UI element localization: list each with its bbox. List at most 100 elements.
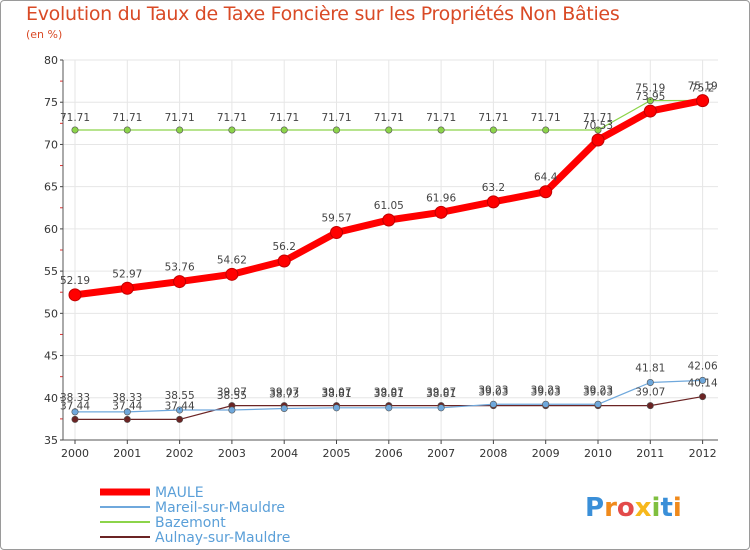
data-label: 75.2 [691,83,714,95]
proxiti-logo: Proxiti [585,493,682,523]
x-tick-label: 2002 [166,447,194,460]
brand-letter: P [585,493,604,523]
data-label: 37.44 [60,400,90,412]
data-point [542,126,550,134]
data-point [539,185,553,199]
data-point [643,104,657,118]
data-point [646,402,654,410]
y-tick-label: 40 [44,392,58,405]
brand-letter: i [673,493,682,523]
x-tick-label: 2004 [270,447,298,460]
data-point [434,205,448,219]
data-label: 61.05 [374,200,404,212]
legend-label: Mareil-sur-Mauldre [155,500,285,516]
x-tick-label: 2000 [61,447,89,460]
data-point [699,376,707,384]
x-tick-label: 2009 [532,447,560,460]
data-label: 42.06 [688,360,718,372]
y-tick-label: 80 [44,54,58,67]
data-label: 38.81 [321,388,351,400]
data-label: 38.81 [426,388,456,400]
data-point [123,126,131,134]
data-label: 52.97 [112,268,142,280]
y-tick-label: 35 [44,434,58,447]
data-label: 39.03 [583,387,613,399]
data-point [228,126,236,134]
data-label: 40.14 [688,378,718,390]
data-label: 38.81 [374,388,404,400]
data-label: 39.07 [217,387,247,399]
data-label: 71.71 [165,112,195,124]
data-label: 71.71 [374,112,404,124]
data-label: 54.62 [217,254,247,266]
data-point [646,97,654,105]
brand-text: Proxiti [585,493,682,523]
data-point [176,415,184,423]
data-label: 71.71 [531,112,561,124]
data-label: 71.71 [478,112,508,124]
data-point [176,406,184,414]
data-label: 39.03 [531,387,561,399]
data-point [176,126,184,134]
data-point [330,226,343,240]
data-label: 38.73 [269,389,299,401]
data-point [173,275,187,289]
data-label: 56.2 [273,241,296,253]
data-label: 61.96 [426,192,456,204]
legend-label: Bazemont [155,515,226,531]
data-label: 39.07 [321,387,351,399]
data-label: 53.76 [165,262,195,274]
data-label: 59.57 [321,213,351,225]
data-label: 75.19 [635,83,665,95]
data-point [123,415,131,423]
legend-label: MAULE [155,485,204,501]
data-point [594,400,602,408]
y-tick-label: 65 [44,181,58,194]
data-label: 37.44 [112,400,142,412]
data-point [385,126,393,134]
data-point [123,408,131,416]
data-label: 38.33 [112,392,142,404]
x-tick-label: 2007 [427,447,455,460]
legend-label: Aulnay-sur-Mauldre [155,530,290,546]
x-tick-label: 2011 [636,447,664,460]
data-point [71,408,79,416]
data-label: 71.71 [321,112,351,124]
data-point [382,213,396,227]
data-point [225,267,239,281]
data-label: 71.71 [269,112,299,124]
data-label: 38.33 [60,392,90,404]
data-point [437,126,445,134]
data-point [699,393,707,401]
series-lines [68,94,710,423]
data-label: 39.23 [478,384,508,396]
data-label: 71.71 [112,112,142,124]
data-label: 71.71 [583,112,613,124]
data-point [71,126,79,134]
x-tick-label: 2003 [218,447,246,460]
brand-letter: r [604,493,617,523]
data-label: 38.55 [165,390,195,402]
x-tick-label: 2008 [479,447,507,460]
data-label: 39.23 [531,384,561,396]
y-tick-label: 45 [44,350,58,363]
brand-letter: o [617,493,635,523]
data-label: 73.95 [635,91,665,103]
axes: 35 40 45 50 55 60 65 70 75 80 2000 2001 2002 2003 2004… [44,54,718,460]
data-label: 39.07 [374,387,404,399]
chart-title: Evolution du Taux de Taxe Foncière sur l… [26,3,620,25]
data-point [542,400,550,408]
data-point [486,195,500,209]
x-tick-label: 2006 [375,447,403,460]
y-tick-label: 60 [44,223,58,236]
data-labels: 52.19 52.97 53.76 54.62 56.2 59.57 61.05 61.96 6… [60,81,718,413]
data-label: 38.55 [217,390,247,402]
y-tick-label: 75 [44,96,58,109]
data-point [489,126,497,134]
y-tick-label: 55 [44,265,58,278]
y-tick-label: 70 [44,138,58,151]
y-tick-label: 50 [44,307,58,320]
data-label: 71.71 [217,112,247,124]
data-point [228,406,236,414]
